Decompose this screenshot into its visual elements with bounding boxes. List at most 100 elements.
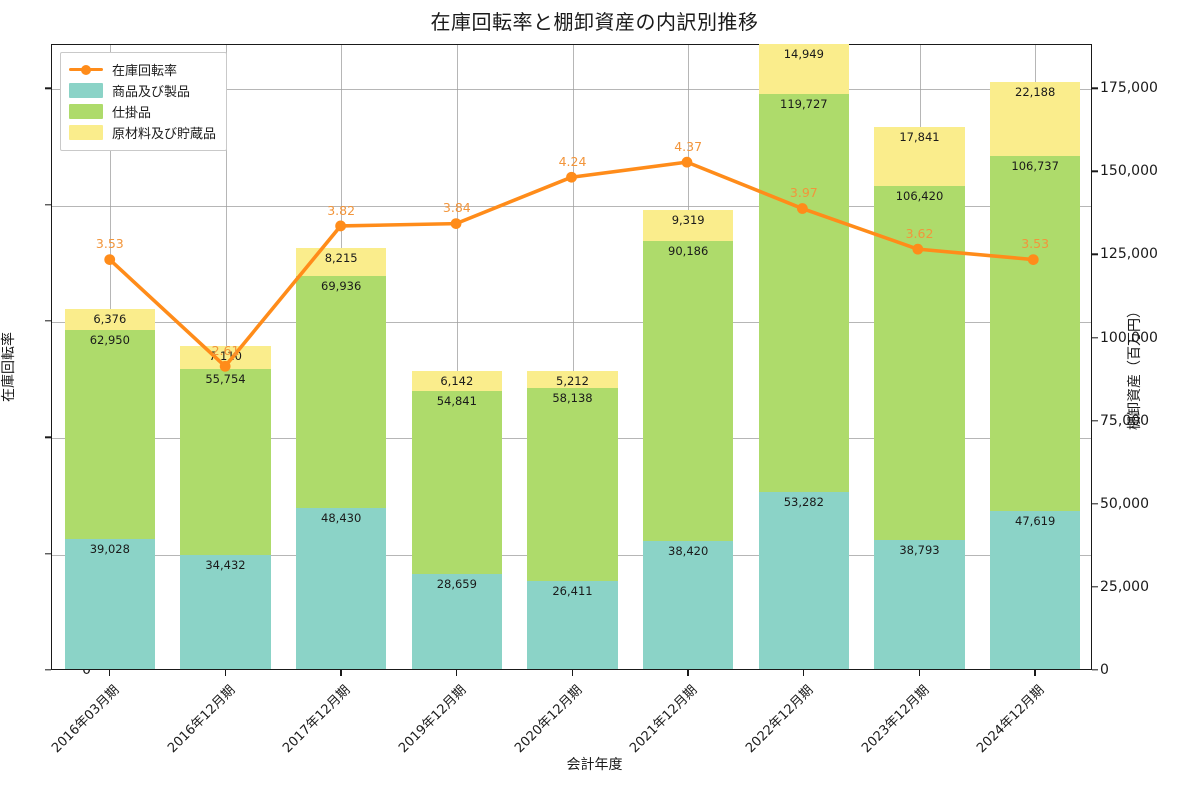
- bar-value-label: 119,727: [780, 96, 828, 111]
- bar-value-label: 53,282: [783, 494, 824, 509]
- x-axis-tick-mark: [455, 670, 458, 676]
- chart-legend[interactable]: 在庫回転率 商品及び製品仕掛品原材料及び貯蔵品: [60, 52, 228, 151]
- legend-item-label: 原材料及び貯蔵品: [112, 127, 217, 142]
- line-marker[interactable]: [681, 156, 693, 168]
- y-axis-left-tick-mark: [45, 320, 51, 322]
- y-axis-right-tick-mark: [1092, 336, 1098, 339]
- bar-segment[interactable]: 38,420: [643, 541, 734, 669]
- bar-value-label: 9,319: [671, 213, 705, 228]
- bar-segment[interactable]: 55,754: [180, 369, 271, 555]
- bar-stack[interactable]: 47,619 106,737 22,188: [990, 82, 1081, 669]
- plot-area: 39,028 62,950 6,376 34,432 55,754 7,110 48,430…: [51, 44, 1092, 670]
- line-value-label: 3.53: [1021, 236, 1050, 252]
- bar-segment[interactable]: 58,138: [527, 387, 618, 582]
- bar-segment[interactable]: 38,793: [874, 540, 965, 669]
- legend-item[interactable]: 在庫回転率: [69, 59, 216, 80]
- bar-segment[interactable]: 48,430: [296, 508, 387, 669]
- chart-figure: 在庫回転率と棚卸資産の内訳別推移 在庫回転率 棚卸資産（百万円） 会計年度 0 1…: [1, 10, 1158, 773]
- bar-segment[interactable]: 9,319: [643, 210, 734, 242]
- y-axis-right-tick-mark: [1092, 87, 1098, 89]
- bar-segment[interactable]: 39,028: [64, 539, 155, 669]
- x-axis-tick-label: 2017年12月期: [280, 682, 354, 757]
- x-axis-tick-mark: [108, 670, 111, 676]
- legend-swatch-icon: [69, 104, 103, 119]
- bar-stack[interactable]: 38,420 90,186 9,319: [643, 210, 734, 669]
- bar-segment[interactable]: 5,212: [527, 370, 618, 388]
- x-axis-tick-label: 2022年12月期: [742, 682, 817, 757]
- bar-stack[interactable]: 39,028 62,950 6,376: [64, 308, 155, 669]
- line-value-label: 2.61: [211, 343, 240, 359]
- bar-segment[interactable]: 47,619: [990, 510, 1081, 669]
- x-axis-tick-mark: [571, 670, 573, 676]
- y-axis-left-tick-mark: [45, 203, 51, 206]
- grid-line-horizontal: [52, 89, 1091, 91]
- line-marker[interactable]: [1027, 254, 1039, 265]
- bar-segment[interactable]: 26,411: [527, 581, 618, 669]
- bar-series-layer: 39,028 62,950 6,376 34,432 55,754 7,110 48,430…: [52, 44, 1091, 669]
- bar-segment[interactable]: 28,659: [411, 573, 502, 669]
- bar-stack[interactable]: 26,411 58,138 5,212: [527, 370, 618, 669]
- line-value-label: 4.37: [674, 138, 703, 154]
- y-axis-right-tick-mark: [1092, 170, 1098, 173]
- bar-segment[interactable]: 106,737: [990, 155, 1081, 511]
- bar-value-label: 38,793: [899, 543, 940, 558]
- line-marker[interactable]: [912, 243, 924, 255]
- bar-segment[interactable]: 17,841: [874, 126, 965, 187]
- legend-item[interactable]: 商品及び製品: [69, 80, 216, 101]
- bar-stack[interactable]: 34,432 55,754 7,110: [180, 345, 271, 669]
- bar-segment[interactable]: 62,950: [64, 330, 155, 540]
- line-value-label: 3.97: [789, 185, 818, 201]
- y-axis-right-tick-label: 175,000: [1100, 80, 1158, 97]
- bar-value-label: 6,142: [440, 374, 474, 388]
- bar-value-label: 17,841: [899, 129, 940, 144]
- bar-segment[interactable]: 53,282: [758, 491, 849, 669]
- bar-value-label: 106,420: [895, 189, 944, 204]
- bar-segment[interactable]: 90,186: [643, 241, 734, 542]
- bar-segment[interactable]: 6,142: [411, 371, 502, 392]
- bar-value-label: 55,754: [205, 372, 246, 387]
- grid-line-vertical: [572, 45, 574, 669]
- bar-segment[interactable]: 6,376: [64, 308, 155, 330]
- y-axis-right-tick-mark: [1092, 586, 1098, 588]
- bar-segment[interactable]: 14,949: [758, 44, 849, 94]
- x-axis-tick-label: 2016年12月期: [164, 682, 238, 757]
- line-marker[interactable]: [566, 171, 577, 183]
- y-axis-right-tick-label: 75,000: [1100, 412, 1149, 429]
- bar-value-label: 38,420: [668, 544, 709, 559]
- y-axis-left-tick-label: 0: [82, 662, 91, 678]
- legend-item-label: 仕掛品: [112, 106, 152, 121]
- line-marker[interactable]: [104, 254, 116, 265]
- y-axis-right-tick-mark: [1092, 503, 1098, 505]
- line-marker[interactable]: [796, 203, 808, 214]
- legend-item[interactable]: 原材料及び貯蔵品: [69, 122, 216, 143]
- bar-stack[interactable]: 28,659 54,841 6,142: [411, 371, 502, 669]
- bar-segment[interactable]: 69,936: [296, 275, 387, 508]
- line-marker[interactable]: [450, 218, 462, 230]
- bar-segment[interactable]: 54,841: [411, 391, 502, 574]
- line-marker[interactable]: [335, 220, 347, 232]
- y-axis-right-tick-label: 0: [1100, 662, 1109, 678]
- bar-stack[interactable]: 53,282 119,727 14,949: [758, 44, 849, 669]
- legend-line-icon: [69, 62, 103, 77]
- bar-segment[interactable]: 8,215: [296, 248, 387, 276]
- y-axis-left-tick-mark: [45, 87, 51, 89]
- y-axis-left-tick-mark: [45, 669, 51, 671]
- bar-stack[interactable]: 48,430 69,936 8,215: [296, 248, 387, 669]
- bar-segment[interactable]: 34,432: [180, 554, 271, 669]
- y-axis-right-tick-label: 150,000: [1100, 163, 1158, 180]
- bar-value-label: 58,138: [552, 390, 593, 405]
- line-marker[interactable]: [219, 360, 231, 372]
- bar-value-label: 14,949: [783, 47, 824, 62]
- x-axis-tick-label: 2024年12月期: [974, 682, 1048, 757]
- bar-segment[interactable]: 119,727: [758, 93, 849, 492]
- bar-value-label: 90,186: [668, 244, 709, 259]
- bar-segment[interactable]: 22,188: [990, 82, 1081, 156]
- x-axis-tick-mark: [1034, 670, 1036, 676]
- line-value-label: 3.53: [95, 236, 124, 252]
- x-axis-tick-mark: [802, 670, 805, 676]
- y-axis-right-tick-label: 125,000: [1100, 246, 1158, 263]
- x-axis-label: 会計年度: [566, 757, 623, 773]
- bar-value-label: 69,936: [321, 278, 362, 293]
- legend-item[interactable]: 仕掛品: [69, 101, 216, 122]
- x-axis-tick-label: 2016年03月期: [48, 682, 123, 757]
